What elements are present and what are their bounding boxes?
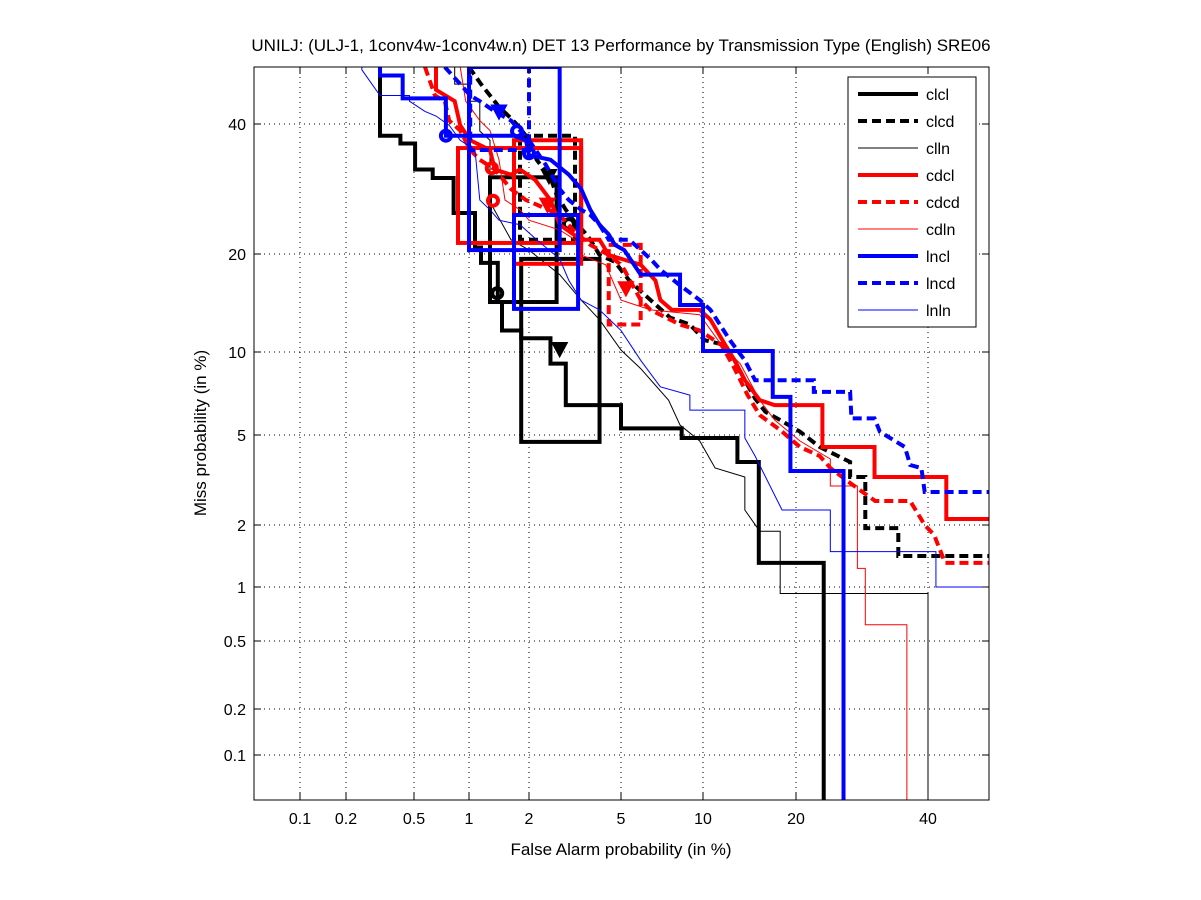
legend-label-clcd: clcd — [926, 114, 954, 131]
confidence-box-clcd — [518, 133, 577, 242]
series-group — [361, 67, 989, 800]
y-tick-label: 20 — [228, 247, 246, 264]
act-dcf-marker-cdcd — [617, 281, 635, 298]
series-clcl — [378, 67, 826, 800]
y-tick-label: 0.5 — [224, 634, 246, 651]
series-cdcl — [434, 67, 989, 521]
legend-label-cdcd: cdcd — [926, 195, 960, 212]
confidence-box-lncd — [468, 67, 532, 152]
act-dcf-marker-clcl — [550, 342, 569, 359]
y-axis-label: Miss probability (in %) — [191, 350, 210, 516]
x-axis-label: False Alarm probability (in %) — [510, 840, 731, 859]
ticks: 0.1 0.2 0.5 1 2 5 10 20 40 0.1 0.2 0.5 1 2 5 10 20 40 — [224, 67, 989, 828]
x-tick-label: 0.1 — [289, 811, 311, 828]
y-tick-label: 10 — [228, 345, 246, 362]
series-lncd — [443, 67, 989, 494]
legend-label-lncl: lncl — [926, 249, 950, 266]
x-tick-label: 0.2 — [335, 811, 357, 828]
det-curve-clcl — [378, 67, 826, 800]
legend-label-clln: clln — [926, 141, 950, 158]
confidence-box-clcl — [519, 256, 602, 444]
legend-label-lncd: lncd — [926, 276, 955, 293]
det-curve-clln — [454, 67, 929, 800]
confidence-box-cdcd — [606, 242, 643, 327]
series-clln — [454, 67, 929, 800]
x-tick-label: 0.5 — [403, 811, 425, 828]
x-tick-label: 5 — [617, 811, 626, 828]
x-tick-label: 10 — [694, 811, 712, 828]
chart-title: UNILJ: (ULJ-1, 1conv4w-1conv4w.n) DET 13… — [251, 36, 990, 55]
confidence-box-cdcl — [512, 138, 584, 266]
y-tick-label: 2 — [237, 518, 246, 535]
x-tick-label: 1 — [465, 811, 474, 828]
min-dcf-marker-clcl — [490, 286, 505, 301]
legend-box — [847, 76, 977, 328]
x-tick-label: 20 — [787, 811, 805, 828]
legend-label-lnln: lnln — [926, 303, 951, 320]
y-tick-label: 40 — [228, 117, 246, 134]
series-lnln — [361, 67, 989, 588]
det-curve-lnln — [361, 67, 989, 588]
min-dcf-marker-cdcd — [486, 193, 500, 208]
y-tick-label: 1 — [237, 580, 246, 597]
y-tick-label: 0.2 — [224, 702, 246, 719]
act-dcf-marker-lncd — [490, 104, 508, 121]
legend-label-cdcl: cdcl — [926, 168, 954, 185]
min-dcf-marker-cdcl — [484, 161, 499, 176]
legend-label-cdln: cdln — [926, 222, 955, 239]
legend: clcl clcd clln cdcl cdcd cdln lncl lncd lnln — [847, 76, 977, 328]
x-tick-label: 40 — [919, 811, 937, 828]
confidence-box-clcl — [488, 175, 559, 305]
confidence-box-lncl — [512, 213, 581, 311]
legend-label-clcl: clcl — [926, 87, 949, 104]
det-curve-cdln — [459, 67, 908, 800]
min-dcf-marker-lncd — [510, 124, 524, 139]
y-tick-label: 0.1 — [224, 748, 246, 765]
x-tick-label: 2 — [525, 811, 534, 828]
min-dcf-marker-lncl — [438, 128, 453, 143]
det-curve-cdcl — [434, 67, 989, 521]
y-tick-label: 5 — [237, 428, 246, 445]
series-cdln — [459, 67, 908, 800]
act-dcf-marker-cdcl — [538, 197, 557, 214]
